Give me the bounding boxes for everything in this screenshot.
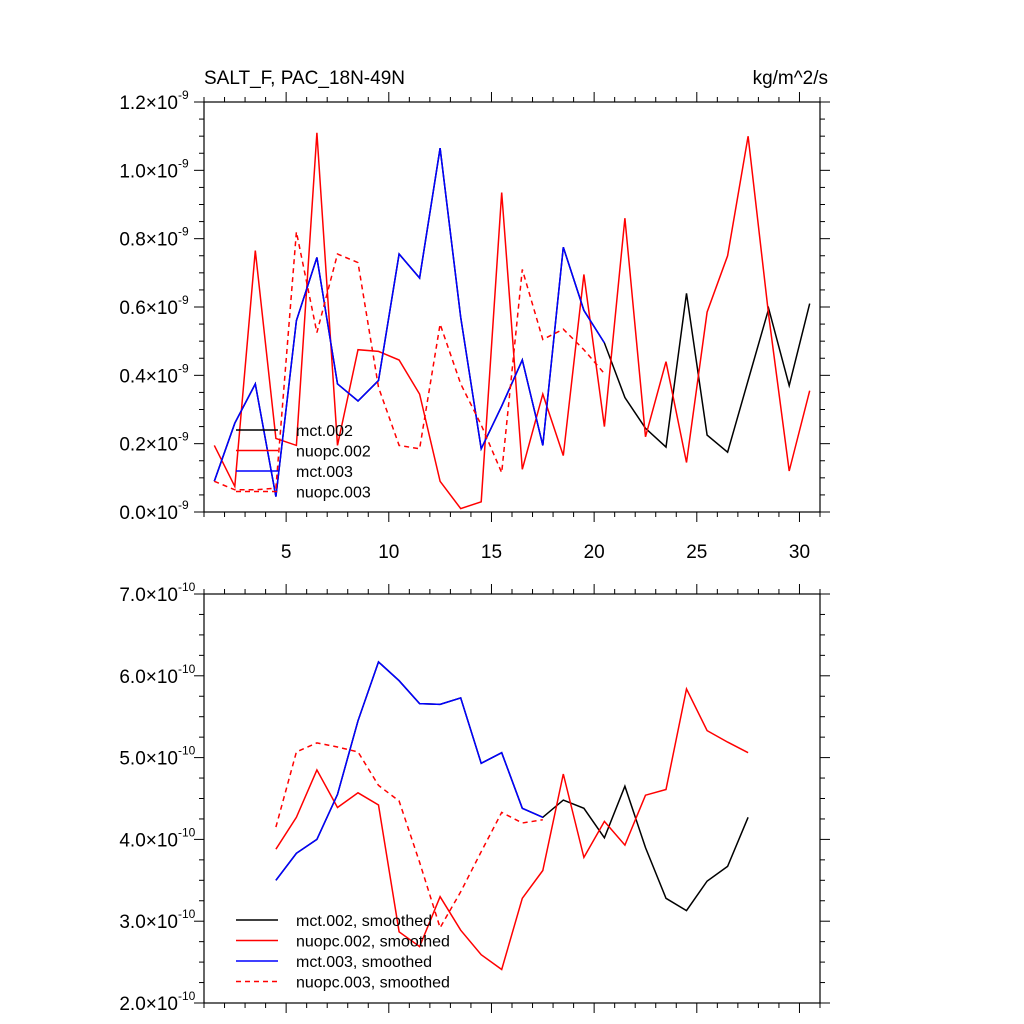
y-tick-exponent: -10: [178, 989, 196, 1003]
series-line-nuopc-003-smoothed: [275, 742, 543, 930]
y-tick-exponent: -9: [178, 430, 189, 444]
x-tick-label: 30: [789, 542, 810, 563]
y-tick-exponent: -10: [178, 744, 196, 758]
legend-label: mct.003, smoothed: [296, 954, 432, 971]
y-tick-exponent: -10: [178, 825, 196, 839]
y-tick-label: 0.4×10: [119, 366, 178, 387]
legend-label: mct.003: [296, 464, 353, 481]
y-tick-label: 0.0×10: [119, 503, 178, 524]
y-tick-label: 3.0×10: [119, 912, 178, 933]
y-tick-exponent: -10: [178, 907, 196, 921]
x-tick-label: 25: [686, 542, 707, 563]
legend-label: mct.002, smoothed: [296, 913, 432, 930]
bottom-panel: 2.0×10 -103.0×10 -104.0×10 -105.0×10 -106.0×…: [119, 580, 830, 1015]
y-tick-exponent: -9: [178, 361, 189, 375]
y-tick-exponent: -9: [178, 293, 189, 307]
y-tick-label: 0.6×10: [119, 298, 178, 319]
x-tick-label: 10: [378, 542, 399, 563]
y-tick-exponent: -10: [178, 662, 196, 676]
y-tick-label: 0.2×10: [119, 435, 178, 456]
legend-label: mct.002: [296, 423, 353, 440]
y-tick-label: 5.0×10: [119, 749, 178, 770]
legend-label: nuopc.003, smoothed: [296, 975, 450, 992]
y-tick-exponent: -9: [178, 156, 189, 170]
legend-label: nuopc.003: [296, 485, 371, 502]
x-tick-label: 5: [281, 542, 292, 563]
y-tick-label: 7.0×10: [119, 585, 178, 606]
y-tick-exponent: -9: [178, 498, 189, 512]
y-tick-exponent: -9: [178, 225, 189, 239]
y-tick-label: 2.0×10: [119, 994, 178, 1015]
top-panel: 5 10 15 20 25 300.0×10 -90.2×10 -90.4×10 -90.6×1…: [119, 88, 830, 563]
legend-label: nuopc.002, smoothed: [296, 934, 450, 951]
y-tick-label: 6.0×10: [119, 667, 178, 688]
y-tick-exponent: -10: [178, 580, 196, 594]
series-line-nuopc-002: [213, 132, 811, 510]
series-line-mct-003: [213, 147, 606, 497]
x-tick-label: 20: [584, 542, 605, 563]
series-line-nuopc-003: [214, 231, 605, 491]
y-tick-label: 0.8×10: [119, 230, 178, 251]
legend-label: nuopc.002: [296, 444, 371, 461]
series-line-nuopc-002-smoothed: [275, 686, 749, 971]
y-tick-label: 1.0×10: [119, 161, 178, 182]
y-tick-label: 1.2×10: [119, 93, 178, 114]
chart-title: SALT_F, PAC_18N-49N: [204, 68, 405, 89]
series-line-mct-003-smoothed: [275, 660, 544, 881]
y-tick-label: 4.0×10: [119, 830, 178, 851]
x-tick-label: 15: [481, 542, 502, 563]
units-label: kg/m^2/s: [753, 68, 828, 89]
y-tick-exponent: -9: [178, 88, 189, 102]
